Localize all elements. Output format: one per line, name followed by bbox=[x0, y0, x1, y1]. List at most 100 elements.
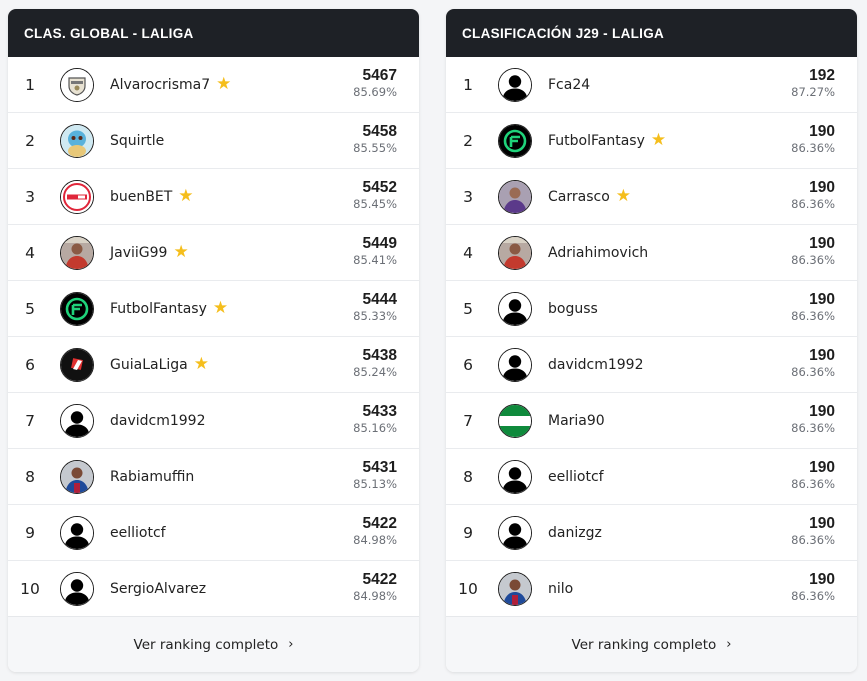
user-name[interactable]: davidcm1992 bbox=[548, 356, 644, 373]
points-value: 190 bbox=[809, 291, 835, 308]
ranking-row[interactable]: 10 nilo 190 86.36% bbox=[446, 561, 857, 617]
rank-number: 7 bbox=[463, 411, 473, 430]
flag-icon[interactable] bbox=[498, 403, 532, 438]
default-user-icon[interactable] bbox=[498, 291, 532, 326]
percentage-value: 85.16% bbox=[353, 421, 397, 435]
points-value: 5449 bbox=[362, 235, 397, 252]
default-user-icon[interactable] bbox=[60, 403, 94, 438]
ranking-row[interactable]: 1 Alvarocrisma7 ★ 5467 85.69% bbox=[8, 57, 419, 113]
percentage-value: 87.27% bbox=[791, 85, 835, 99]
ranking-row[interactable]: 6 davidcm1992 190 86.36% bbox=[446, 337, 857, 393]
global-view-full-ranking-link[interactable]: Ver ranking completo › bbox=[8, 616, 419, 672]
ranking-row[interactable]: 7 Maria90 190 86.36% bbox=[446, 393, 857, 449]
user-name[interactable]: Rabiamuffin bbox=[110, 468, 195, 485]
ranking-row[interactable]: 7 davidcm1992 5433 85.16% bbox=[8, 393, 419, 449]
points-value: 5433 bbox=[362, 403, 397, 420]
user-name[interactable]: FutbolFantasy bbox=[548, 132, 645, 149]
default-user-icon[interactable] bbox=[498, 347, 532, 382]
rank-number: 3 bbox=[25, 187, 35, 206]
percentage-value: 85.69% bbox=[353, 85, 397, 99]
score-block: 190 86.36% bbox=[791, 123, 835, 155]
default-user-icon[interactable] bbox=[60, 571, 94, 606]
rank-number: 5 bbox=[463, 299, 473, 318]
squirtle-icon[interactable] bbox=[60, 123, 94, 158]
points-value: 5431 bbox=[362, 459, 397, 476]
user-name[interactable]: Maria90 bbox=[548, 412, 605, 429]
points-value: 190 bbox=[809, 179, 835, 196]
user-name[interactable]: eelliotcf bbox=[548, 468, 604, 485]
score-block: 190 86.36% bbox=[791, 403, 835, 435]
ranking-row[interactable]: 5 FutbolFantasy ★ 5444 85.33% bbox=[8, 281, 419, 337]
default-user-icon[interactable] bbox=[498, 67, 532, 102]
percentage-value: 85.55% bbox=[353, 141, 397, 155]
rank-number: 1 bbox=[463, 75, 473, 94]
user-name[interactable]: Fca24 bbox=[548, 76, 591, 93]
points-value: 190 bbox=[809, 347, 835, 364]
user-name[interactable]: Carrasco bbox=[548, 188, 610, 205]
ranking-row[interactable]: 5 boguss 190 86.36% bbox=[446, 281, 857, 337]
score-block: 190 86.36% bbox=[791, 291, 835, 323]
guia-fantasy-logo-icon[interactable] bbox=[60, 347, 94, 382]
user-name[interactable]: Adriahimovich bbox=[548, 244, 649, 261]
photo-icon[interactable] bbox=[60, 235, 94, 270]
points-value: 190 bbox=[809, 403, 835, 420]
ranking-row[interactable]: 3 Carrasco ★ 190 86.36% bbox=[446, 169, 857, 225]
score-block: 5452 85.45% bbox=[353, 179, 397, 211]
rank-number: 3 bbox=[463, 187, 473, 206]
crest-icon[interactable] bbox=[60, 67, 94, 102]
user-name[interactable]: davidcm1992 bbox=[110, 412, 206, 429]
percentage-value: 84.98% bbox=[353, 589, 397, 603]
user-name[interactable]: JaviiG99 bbox=[110, 244, 168, 261]
user-name[interactable]: nilo bbox=[548, 580, 574, 597]
user-name[interactable]: Squirtle bbox=[110, 132, 165, 149]
score-block: 190 86.36% bbox=[791, 347, 835, 379]
jornada-ranking-title: CLASIFICACIÓN J29 - LALIGA bbox=[446, 9, 857, 57]
buenbet-logo-icon[interactable] bbox=[60, 179, 94, 214]
futbolfantasy-logo-icon[interactable] bbox=[498, 123, 532, 158]
percentage-value: 85.24% bbox=[353, 365, 397, 379]
rank-number: 6 bbox=[463, 355, 473, 374]
ranking-row[interactable]: 6 GuiaLaLiga ★ 5438 85.24% bbox=[8, 337, 419, 393]
player-photo-icon[interactable] bbox=[498, 571, 532, 606]
futbolfantasy-logo-icon[interactable] bbox=[60, 291, 94, 326]
default-user-icon[interactable] bbox=[498, 459, 532, 494]
user-name[interactable]: Alvarocrisma7 bbox=[110, 76, 211, 93]
ranking-row[interactable]: 10 SergioAlvarez 5422 84.98% bbox=[8, 561, 419, 617]
percentage-value: 86.36% bbox=[791, 477, 835, 491]
score-block: 5444 85.33% bbox=[353, 291, 397, 323]
ranking-row[interactable]: 4 Adriahimovich 190 86.36% bbox=[446, 225, 857, 281]
user-name[interactable]: eelliotcf bbox=[110, 524, 166, 541]
rank-number: 4 bbox=[463, 243, 473, 262]
rank-number: 10 bbox=[458, 579, 478, 598]
user-name[interactable]: danizgz bbox=[548, 524, 602, 541]
ranking-row[interactable]: 2 FutbolFantasy ★ 190 86.36% bbox=[446, 113, 857, 169]
star-icon: ★ bbox=[173, 242, 189, 262]
percentage-value: 85.33% bbox=[353, 309, 397, 323]
default-user-icon[interactable] bbox=[60, 515, 94, 550]
ranking-row[interactable]: 9 eelliotcf 5422 84.98% bbox=[8, 505, 419, 561]
ranking-row[interactable]: 2 Squirtle 5458 85.55% bbox=[8, 113, 419, 169]
user-name[interactable]: buenBET bbox=[110, 188, 173, 205]
photo-icon[interactable] bbox=[498, 235, 532, 270]
ranking-row[interactable]: 3 buenBET ★ 5452 85.45% bbox=[8, 169, 419, 225]
player-photo-icon[interactable] bbox=[60, 459, 94, 494]
ranking-row[interactable]: 8 eelliotcf 190 86.36% bbox=[446, 449, 857, 505]
default-user-icon[interactable] bbox=[498, 515, 532, 550]
jornada-view-full-ranking-link[interactable]: Ver ranking completo › bbox=[446, 616, 857, 672]
photo-purple-icon[interactable] bbox=[498, 179, 532, 214]
star-icon: ★ bbox=[650, 130, 667, 150]
ranking-row[interactable]: 4 JaviiG99 ★ 5449 85.41% bbox=[8, 225, 419, 281]
score-block: 5431 85.13% bbox=[353, 459, 397, 491]
percentage-value: 86.36% bbox=[791, 309, 835, 323]
points-value: 5422 bbox=[362, 515, 397, 532]
user-name[interactable]: GuiaLaLiga bbox=[110, 356, 188, 373]
rank-number: 9 bbox=[463, 523, 473, 542]
jornada-ranking-panel: CLASIFICACIÓN J29 - LALIGA 1 Fca24 192 87.2… bbox=[446, 9, 857, 672]
user-name[interactable]: SergioAlvarez bbox=[110, 580, 207, 597]
user-name[interactable]: FutbolFantasy bbox=[110, 300, 207, 317]
ranking-row[interactable]: 9 danizgz 190 86.36% bbox=[446, 505, 857, 561]
percentage-value: 85.13% bbox=[353, 477, 397, 491]
ranking-row[interactable]: 8 Rabiamuffin 5431 85.13% bbox=[8, 449, 419, 505]
user-name[interactable]: boguss bbox=[548, 300, 598, 317]
ranking-row[interactable]: 1 Fca24 192 87.27% bbox=[446, 57, 857, 113]
